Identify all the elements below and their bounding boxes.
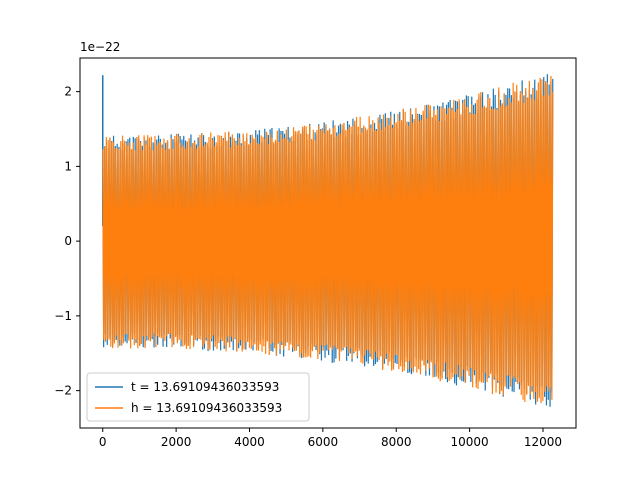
y-tick-label: −2 (54, 384, 72, 398)
legend-label: t = 13.69109436033593 (131, 380, 279, 394)
y-tick-label: −1 (54, 309, 72, 323)
x-tick-label: 2000 (161, 435, 192, 449)
x-tick-label: 8000 (381, 435, 412, 449)
x-tick-label: 0 (99, 435, 107, 449)
series-h (102, 75, 554, 404)
x-tick-label: 4000 (234, 435, 265, 449)
series-layer (101, 74, 554, 407)
axes-frame (79, 57, 577, 429)
y-offset-label: 1e−22 (80, 40, 120, 54)
y-tick-label: 0 (64, 234, 72, 248)
x-tick-label: 10000 (451, 435, 489, 449)
legend: t = 13.69109436033593 h = 13.691094360335… (86, 372, 310, 422)
legend-box (86, 372, 310, 422)
y-tick-label: 2 (64, 85, 72, 99)
legend-label: h = 13.69109436033593 (131, 401, 282, 415)
x-tick-label: 12000 (524, 435, 562, 449)
plot-area (101, 74, 554, 407)
series-line (102, 75, 554, 404)
x-axis: 0 2000 4000 6000 8000 10000 12000 (99, 428, 562, 449)
y-tick-label: 1 (64, 159, 72, 173)
x-tick-label: 6000 (308, 435, 339, 449)
y-axis: −2 −1 0 1 2 (54, 85, 80, 398)
